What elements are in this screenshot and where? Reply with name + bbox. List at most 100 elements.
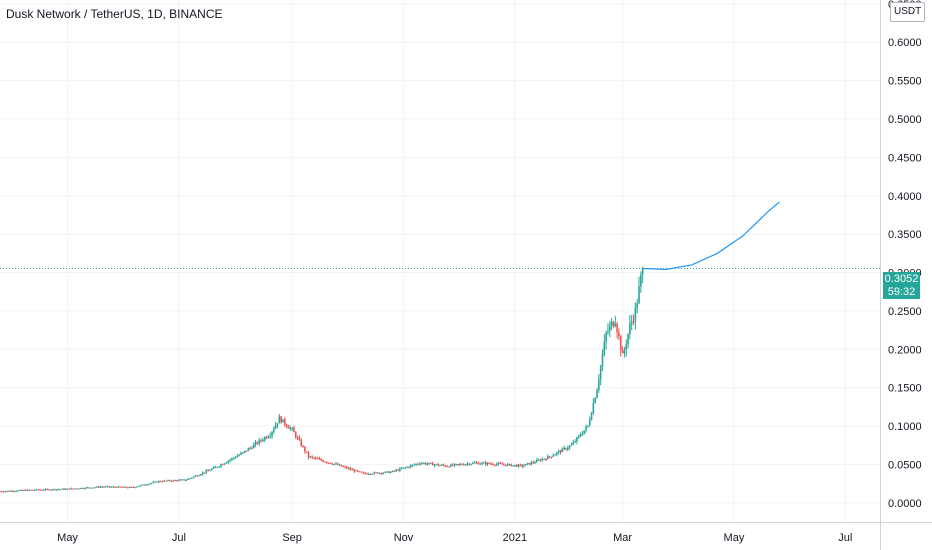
- candle-body: [225, 462, 228, 464]
- candle-body: [200, 474, 202, 476]
- candle-body: [629, 323, 631, 335]
- candle-body: [320, 459, 323, 461]
- candle-body: [145, 484, 147, 486]
- candle-body: [68, 488, 71, 490]
- candle-body: [349, 468, 352, 470]
- candle-body: [640, 275, 642, 287]
- candle-body: [274, 424, 277, 429]
- candle-body: [563, 447, 565, 449]
- candle-body: [641, 268, 644, 276]
- candle-body: [92, 487, 94, 489]
- candle-body: [574, 441, 576, 443]
- candle-body: [105, 486, 107, 488]
- candle-body: [212, 467, 215, 469]
- projection-curve[interactable]: [642, 201, 780, 271]
- candle-body: [362, 472, 365, 474]
- candle-body: [428, 462, 430, 464]
- candle-body: [570, 444, 573, 446]
- candle-body: [291, 427, 293, 429]
- candle-body: [623, 349, 626, 354]
- candle-body: [528, 463, 531, 465]
- candle-body: [546, 456, 549, 460]
- candle-body: [344, 466, 346, 468]
- candle-body: [48, 489, 51, 491]
- candle-body: [285, 424, 288, 427]
- candle-body: [214, 466, 217, 468]
- candle-body: [43, 489, 45, 491]
- candle-body: [492, 463, 494, 465]
- candle-body: [484, 462, 487, 465]
- candle-body: [612, 321, 615, 327]
- candle-body: [610, 321, 613, 326]
- candle-body: [360, 471, 363, 473]
- candle-body: [194, 475, 197, 477]
- candle-body: [216, 466, 219, 468]
- candle-body: [207, 470, 209, 472]
- candle-body: [548, 456, 551, 458]
- candle-body: [576, 437, 578, 442]
- candle-body: [35, 489, 38, 491]
- candle-body: [37, 489, 40, 491]
- candle-body: [415, 463, 418, 465]
- candle-body: [508, 463, 511, 465]
- candle-body: [464, 464, 467, 466]
- candle-body: [636, 303, 638, 308]
- candle-body: [85, 487, 87, 489]
- candle-body: [504, 464, 507, 466]
- candle-body: [240, 453, 242, 455]
- candle-body: [121, 486, 124, 488]
- candle-body: [22, 490, 25, 492]
- candle-body: [296, 437, 299, 439]
- y-tick-label: 0.6000: [888, 37, 922, 49]
- y-tick-label: 0.4500: [888, 152, 922, 164]
- candle-body: [77, 488, 80, 490]
- candle-body: [632, 321, 635, 323]
- candle-body: [483, 462, 485, 464]
- candle-body: [106, 486, 109, 488]
- candle-body: [141, 484, 144, 486]
- candle-body: [557, 451, 560, 453]
- candle-body: [260, 439, 262, 441]
- candle-body: [435, 464, 438, 466]
- candle-body: [439, 465, 441, 467]
- candle-body: [581, 433, 584, 436]
- candle-body: [634, 307, 637, 322]
- candle-body: [229, 459, 231, 461]
- candle-body: [158, 481, 160, 483]
- candle-body: [46, 489, 49, 491]
- candle-body: [572, 442, 575, 445]
- candle-body: [431, 463, 434, 466]
- candle-body: [6, 490, 9, 492]
- candle-body: [205, 470, 208, 473]
- candle-body: [271, 431, 273, 436]
- candle-body: [397, 469, 399, 471]
- candle-body: [311, 456, 313, 458]
- candle-body: [17, 490, 20, 492]
- candle-body: [117, 486, 120, 488]
- x-tick-label: 2021: [503, 532, 527, 544]
- currency-badge[interactable]: USDT: [890, 2, 926, 22]
- candle-body: [592, 402, 595, 414]
- candle-body: [568, 445, 571, 448]
- candle-body: [32, 489, 34, 491]
- x-tick-label: May: [724, 532, 745, 544]
- candle-body: [231, 458, 233, 460]
- candle-body: [340, 464, 343, 467]
- candle-body: [404, 467, 407, 469]
- candle-body: [273, 428, 275, 432]
- candle-body: [256, 442, 259, 444]
- candle-body: [453, 464, 456, 466]
- candle-body: [108, 486, 111, 488]
- candle-body: [455, 463, 458, 465]
- candle-body: [15, 490, 18, 492]
- candle-body: [331, 463, 334, 465]
- candle-body: [579, 435, 582, 437]
- candle-body: [605, 332, 607, 342]
- candle-body: [236, 455, 239, 458]
- candle-body: [499, 463, 502, 465]
- candle-body: [535, 459, 538, 463]
- candle-body: [298, 437, 301, 441]
- candle-body: [336, 463, 339, 466]
- candle-body: [174, 480, 177, 482]
